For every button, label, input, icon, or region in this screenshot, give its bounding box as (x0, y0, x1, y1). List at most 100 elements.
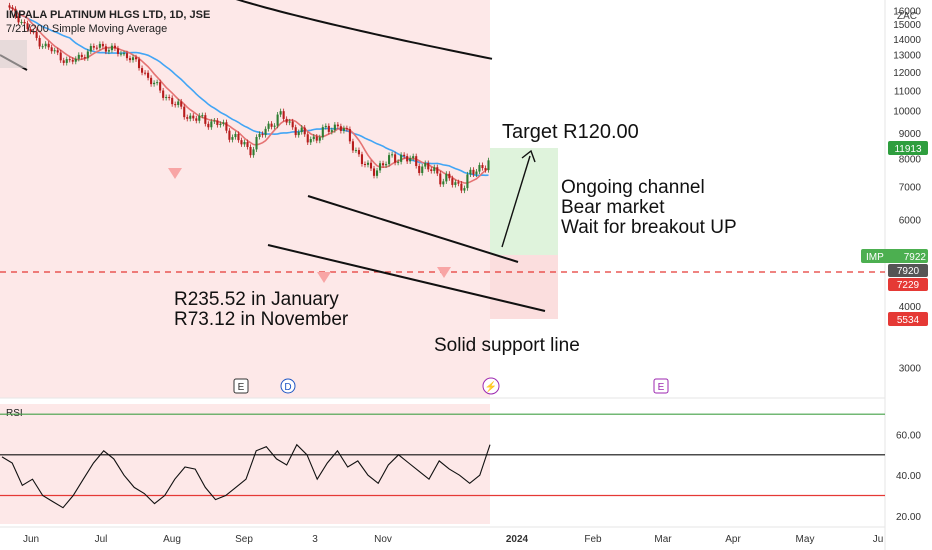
candle-body (195, 118, 198, 121)
ticker-label: IMP (866, 252, 884, 263)
candle-body (436, 167, 439, 174)
candle-body (14, 8, 17, 17)
candle-body (8, 5, 11, 8)
dividend-marker[interactable] (280, 378, 296, 394)
candle-body (330, 130, 333, 132)
candle-body (249, 146, 252, 156)
candle-body (89, 46, 92, 52)
y-tick-label: 3000 (899, 363, 922, 374)
candle-body (71, 59, 74, 62)
dividend-triangle (168, 168, 182, 179)
candle-body (285, 118, 288, 123)
candle-body (17, 16, 20, 23)
range-annotation-1: R235.52 in January (174, 289, 339, 310)
candle-body (137, 59, 141, 69)
candle-body (261, 133, 264, 136)
candle-body (125, 53, 129, 59)
candle-body (270, 123, 273, 127)
candle-body (481, 165, 484, 169)
candle-body (478, 165, 481, 172)
target-zone (490, 148, 558, 255)
candle-body (131, 57, 135, 61)
candle-body (74, 58, 77, 62)
candle-body (439, 173, 442, 185)
candle-body (246, 142, 249, 147)
candle-body (86, 51, 89, 59)
candle-body (234, 133, 237, 138)
candle-body (56, 50, 59, 53)
candle-body (225, 122, 228, 131)
candle-body (382, 163, 385, 166)
candle-body (116, 48, 120, 54)
candle-body (162, 90, 165, 98)
candle-body (279, 111, 282, 115)
candle-body (38, 37, 41, 47)
candle-body (216, 120, 219, 126)
sma-200-line (235, 0, 493, 60)
candle-body (107, 50, 110, 52)
x-tick-label: Mar (654, 534, 672, 545)
x-tick-label: Nov (374, 534, 392, 545)
split-marker[interactable] (482, 377, 500, 395)
candle-body (276, 114, 279, 126)
candle-body (403, 154, 406, 157)
y-tick-label: 12000 (893, 68, 921, 79)
split-marker-label: ⚡ (485, 380, 497, 393)
upper-channel-line[interactable] (307, 195, 519, 263)
candle-body (309, 139, 312, 143)
candle-body (147, 72, 150, 78)
candle-body (104, 46, 107, 52)
candle-body (204, 115, 207, 124)
candle-body (397, 161, 400, 163)
candle-body (487, 160, 490, 171)
y-tick-label: 16000 (893, 6, 921, 17)
candle-body (475, 171, 478, 175)
target-price-badge (888, 141, 928, 155)
candle-body (171, 97, 174, 105)
candle-body (180, 101, 183, 107)
candle-body (454, 182, 457, 185)
earnings-marker[interactable] (233, 378, 249, 394)
candle-body (306, 134, 309, 143)
candle-body (258, 133, 261, 137)
dividend-marker-label: D (284, 382, 291, 393)
x-tick-label: Ju (873, 534, 884, 545)
candle-body (315, 136, 318, 141)
y-tick-label: 13000 (893, 51, 921, 62)
candle-body (29, 29, 32, 32)
x-tick-label: May (796, 534, 815, 545)
target-price-label: 11913 (894, 144, 922, 155)
candle-body (369, 162, 373, 169)
candle-body (460, 183, 463, 191)
x-tick-label: Feb (584, 534, 602, 545)
channel-annotation-3: Wait for breakout UP (561, 217, 737, 238)
prev-price-badge (888, 264, 928, 277)
candle-body (192, 115, 195, 119)
candle-body (442, 181, 445, 185)
range-annotation-2: R73.12 in November (174, 309, 349, 330)
candle-body (44, 43, 47, 47)
candle-body (113, 45, 116, 49)
candle-body (198, 115, 201, 121)
currency-label[interactable]: ZAC (897, 11, 917, 22)
candle-body (412, 156, 415, 159)
candle-body (451, 178, 454, 185)
dividend-triangle (317, 272, 331, 283)
candle-body (357, 150, 361, 155)
lower-channel-line[interactable] (267, 244, 546, 312)
x-tick-label: Jul (95, 534, 108, 545)
candle-body (189, 115, 192, 119)
candle-body (303, 127, 306, 135)
candle-body (35, 31, 38, 38)
sma-21-line (9, 6, 489, 177)
candle-body (427, 163, 430, 170)
candle-body (391, 154, 394, 156)
candle-body (282, 111, 285, 119)
channel-annotation-2: Bear market (561, 197, 665, 218)
candle-body (472, 169, 475, 175)
earnings-marker-future[interactable] (653, 378, 669, 394)
y-tick-label: 15000 (893, 20, 921, 31)
candle-body (366, 162, 370, 165)
